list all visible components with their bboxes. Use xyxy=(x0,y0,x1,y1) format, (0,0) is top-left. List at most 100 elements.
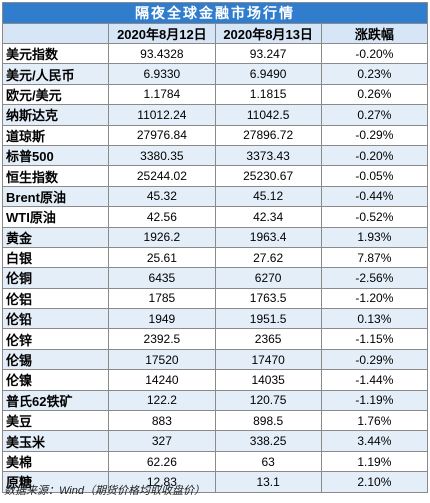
table-row: 美玉米 327 338.25 3.44% xyxy=(1,430,429,452)
table-row: 美元指数 93.4328 93.247 -0.20% xyxy=(1,42,429,65)
row-name: 美元指数 xyxy=(1,42,110,65)
row-name: 纳斯达克 xyxy=(1,104,110,126)
row-name: 普氏62铁矿 xyxy=(1,389,110,412)
row-value-date-2: 27896.72 xyxy=(214,124,322,146)
row-value-date-1: 12.83 xyxy=(108,471,216,493)
row-value-date-1: 1949 xyxy=(108,308,216,330)
row-value-date-1: 6.9330 xyxy=(108,63,216,85)
row-name: 恒生指数 xyxy=(1,165,110,187)
table-row: 伦铅 1949 1951.5 0.13% xyxy=(1,308,429,330)
row-change: 1.76% xyxy=(320,410,429,432)
table-row: 伦铜 6435 6270 -2.56% xyxy=(1,267,429,289)
table-row: 黄金 1926.2 1963.4 1.93% xyxy=(1,226,429,248)
row-change: -1.19% xyxy=(320,389,429,412)
row-value-date-1: 93.4328 xyxy=(108,42,216,65)
row-change: -0.20% xyxy=(320,42,429,65)
row-name: 伦铝 xyxy=(1,287,110,310)
table-row: 原糖 12.83 13.1 2.10% xyxy=(1,471,429,493)
row-value-date-1: 14240 xyxy=(108,369,216,391)
table-row: 纳斯达克 11012.24 11042.5 0.27% xyxy=(1,104,429,126)
row-name: 伦铜 xyxy=(1,267,110,289)
row-name: 美棉 xyxy=(1,450,110,473)
table-row: 恒生指数 25244.02 25230.67 -0.05% xyxy=(1,165,429,187)
row-change: -1.15% xyxy=(320,328,429,350)
row-value-date-2: 11042.5 xyxy=(214,104,322,126)
row-value-date-1: 1926.2 xyxy=(108,226,216,248)
row-name: 伦锌 xyxy=(1,328,110,350)
row-name: 黄金 xyxy=(1,226,110,248)
row-change: 7.87% xyxy=(320,246,429,269)
table-row: 伦铝 1785 1763.5 -1.20% xyxy=(1,287,429,310)
table-row: 道琼斯 27976.84 27896.72 -0.29% xyxy=(1,124,429,146)
table-row: 伦锌 2392.5 2365 -1.15% xyxy=(1,328,429,350)
row-value-date-2: 898.5 xyxy=(214,410,322,432)
table-row: 普氏62铁矿 122.2 120.75 -1.19% xyxy=(1,389,429,412)
row-value-date-1: 122.2 xyxy=(108,389,216,412)
row-name: 伦镍 xyxy=(1,369,110,391)
row-change: -0.05% xyxy=(320,165,429,187)
row-change: -0.29% xyxy=(320,348,429,371)
table-row: WTI原油 42.56 42.34 -0.52% xyxy=(1,206,429,228)
row-name: 美元/人民币 xyxy=(1,63,110,85)
table-row: 伦锡 17520 17470 -0.29% xyxy=(1,348,429,371)
table-row: 欧元/美元 1.1784 1.1815 0.26% xyxy=(1,83,429,106)
row-value-date-1: 17520 xyxy=(108,348,216,371)
row-change: 0.23% xyxy=(320,63,429,85)
row-value-date-1: 3380.35 xyxy=(108,144,216,167)
row-value-date-2: 1951.5 xyxy=(214,308,322,330)
row-value-date-1: 62.26 xyxy=(108,450,216,473)
row-change: -0.52% xyxy=(320,206,429,228)
row-value-date-1: 25.61 xyxy=(108,246,216,269)
row-value-date-2: 45.12 xyxy=(214,185,322,208)
title-row: 隔夜全球金融市场行情 xyxy=(2,2,428,24)
row-value-date-1: 45.32 xyxy=(108,185,216,208)
table-row: 美元/人民币 6.9330 6.9490 0.23% xyxy=(1,63,429,85)
table-row: 美棉 62.26 63 1.19% xyxy=(1,450,429,473)
row-name: Brent原油 xyxy=(1,185,110,208)
row-value-date-2: 27.62 xyxy=(214,246,322,269)
market-table-container: 隔夜全球金融市场行情 2020年8月12日 2020年8月13日 涨跌幅 美元指… xyxy=(1,2,429,493)
row-value-date-2: 3373.43 xyxy=(214,144,322,167)
row-name: 原糖 xyxy=(1,471,110,493)
row-value-date-1: 27976.84 xyxy=(108,124,216,146)
row-name: WTI原油 xyxy=(1,206,110,228)
row-value-date-1: 2392.5 xyxy=(108,328,216,350)
row-value-date-2: 42.34 xyxy=(214,206,322,228)
row-change: -2.56% xyxy=(320,267,429,289)
header-change: 涨跌幅 xyxy=(320,23,429,44)
row-name: 欧元/美元 xyxy=(1,83,110,106)
row-change: 3.44% xyxy=(320,430,429,452)
row-change: 0.27% xyxy=(320,104,429,126)
table-row: 伦镍 14240 14035 -1.44% xyxy=(1,369,429,391)
row-value-date-2: 1763.5 xyxy=(214,287,322,310)
row-name: 白银 xyxy=(1,246,110,269)
table-row: Brent原油 45.32 45.12 -0.44% xyxy=(1,185,429,208)
row-value-date-1: 1785 xyxy=(108,287,216,310)
row-value-date-2: 17470 xyxy=(214,348,322,371)
row-value-date-1: 327 xyxy=(108,430,216,452)
row-value-date-2: 63 xyxy=(214,450,322,473)
row-change: 2.10% xyxy=(320,471,429,493)
row-name: 美玉米 xyxy=(1,430,110,452)
row-value-date-1: 1.1784 xyxy=(108,83,216,106)
row-value-date-1: 11012.24 xyxy=(108,104,216,126)
row-value-date-2: 6270 xyxy=(214,267,322,289)
table-row: 标普500 3380.35 3373.43 -0.20% xyxy=(1,144,429,167)
row-value-date-2: 1.1815 xyxy=(214,83,322,106)
row-change: 1.19% xyxy=(320,450,429,473)
row-value-date-2: 25230.67 xyxy=(214,165,322,187)
source-note: 数据来源：Wind（期货价格均取收盘价） xyxy=(4,485,205,497)
row-change: -1.20% xyxy=(320,287,429,310)
header-date-2: 2020年8月13日 xyxy=(214,23,322,44)
row-value-date-2: 338.25 xyxy=(214,430,322,452)
table-title: 隔夜全球金融市场行情 xyxy=(2,2,428,24)
market-table: 隔夜全球金融市场行情 2020年8月12日 2020年8月13日 涨跌幅 美元指… xyxy=(1,2,429,493)
row-value-date-2: 120.75 xyxy=(214,389,322,412)
row-name: 标普500 xyxy=(1,144,110,167)
row-value-date-1: 883 xyxy=(108,410,216,432)
row-change: -0.44% xyxy=(320,185,429,208)
row-name: 伦锡 xyxy=(1,348,110,371)
row-value-date-1: 25244.02 xyxy=(108,165,216,187)
table-row: 白银 25.61 27.62 7.87% xyxy=(1,246,429,269)
row-value-date-2: 2365 xyxy=(214,328,322,350)
